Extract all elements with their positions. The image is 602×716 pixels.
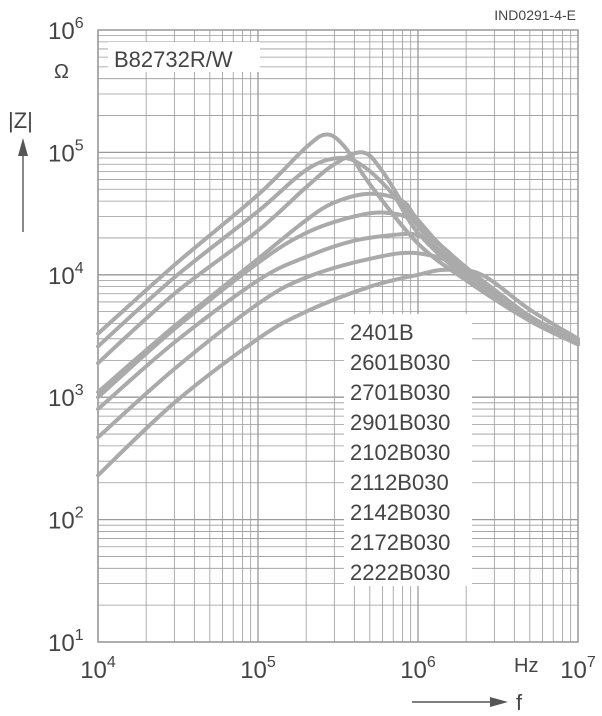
x-tick-label: 107 [560, 654, 596, 684]
series-line-2 [96, 155, 580, 349]
x-axis-label: f [516, 690, 523, 715]
series-line-6 [96, 231, 580, 412]
grid [97, 29, 579, 643]
x-axis-arrow-head [490, 697, 508, 707]
tick-labels: 104 105 106 107 101 102 103 104 105 106 [48, 15, 596, 684]
legend-entry: 2142B030 [350, 500, 450, 525]
legend-entry: 2102B030 [350, 440, 450, 465]
legend-entry: 2172B030 [350, 530, 450, 555]
series-line-7 [96, 250, 580, 440]
legend: 2401B 2601B030 2701B030 2901B030 2102B030 211… [350, 320, 450, 585]
legend-entry: 2401B [350, 320, 414, 345]
y-tick-label: 105 [48, 137, 84, 167]
doc-id: IND0291-4-E [494, 7, 576, 23]
title-box [108, 42, 260, 72]
y-tick-label: 106 [48, 15, 84, 45]
series-line-3 [96, 150, 580, 366]
x-unit-label: Hz [514, 655, 538, 677]
series-line-1 [96, 132, 580, 347]
legend-entry: 2601B030 [350, 350, 450, 375]
y-axis-label: |Z| [8, 108, 33, 133]
legend-entry: 2112B030 [350, 470, 449, 495]
x-tick-label: 106 [400, 654, 436, 684]
y-unit-label: Ω [54, 61, 69, 83]
y-tick-label: 102 [48, 505, 84, 535]
chart-title: B82732R/W [114, 47, 233, 72]
legend-box [344, 314, 472, 586]
y-tick-label: 104 [48, 260, 84, 290]
legend-entry: 2701B030 [350, 380, 450, 405]
y-tick-label: 101 [48, 627, 84, 657]
series-line-4 [96, 191, 580, 395]
y-axis-arrow-head [18, 138, 28, 156]
legend-entry: 2901B030 [350, 410, 450, 435]
legend-entry: 2222B030 [350, 560, 450, 585]
x-tick-label: 105 [240, 654, 276, 684]
series-line-8 [96, 267, 580, 478]
x-tick-label: 104 [80, 654, 116, 684]
series-group [96, 132, 580, 478]
plot-frame [97, 29, 579, 643]
y-tick-label: 103 [48, 382, 84, 412]
